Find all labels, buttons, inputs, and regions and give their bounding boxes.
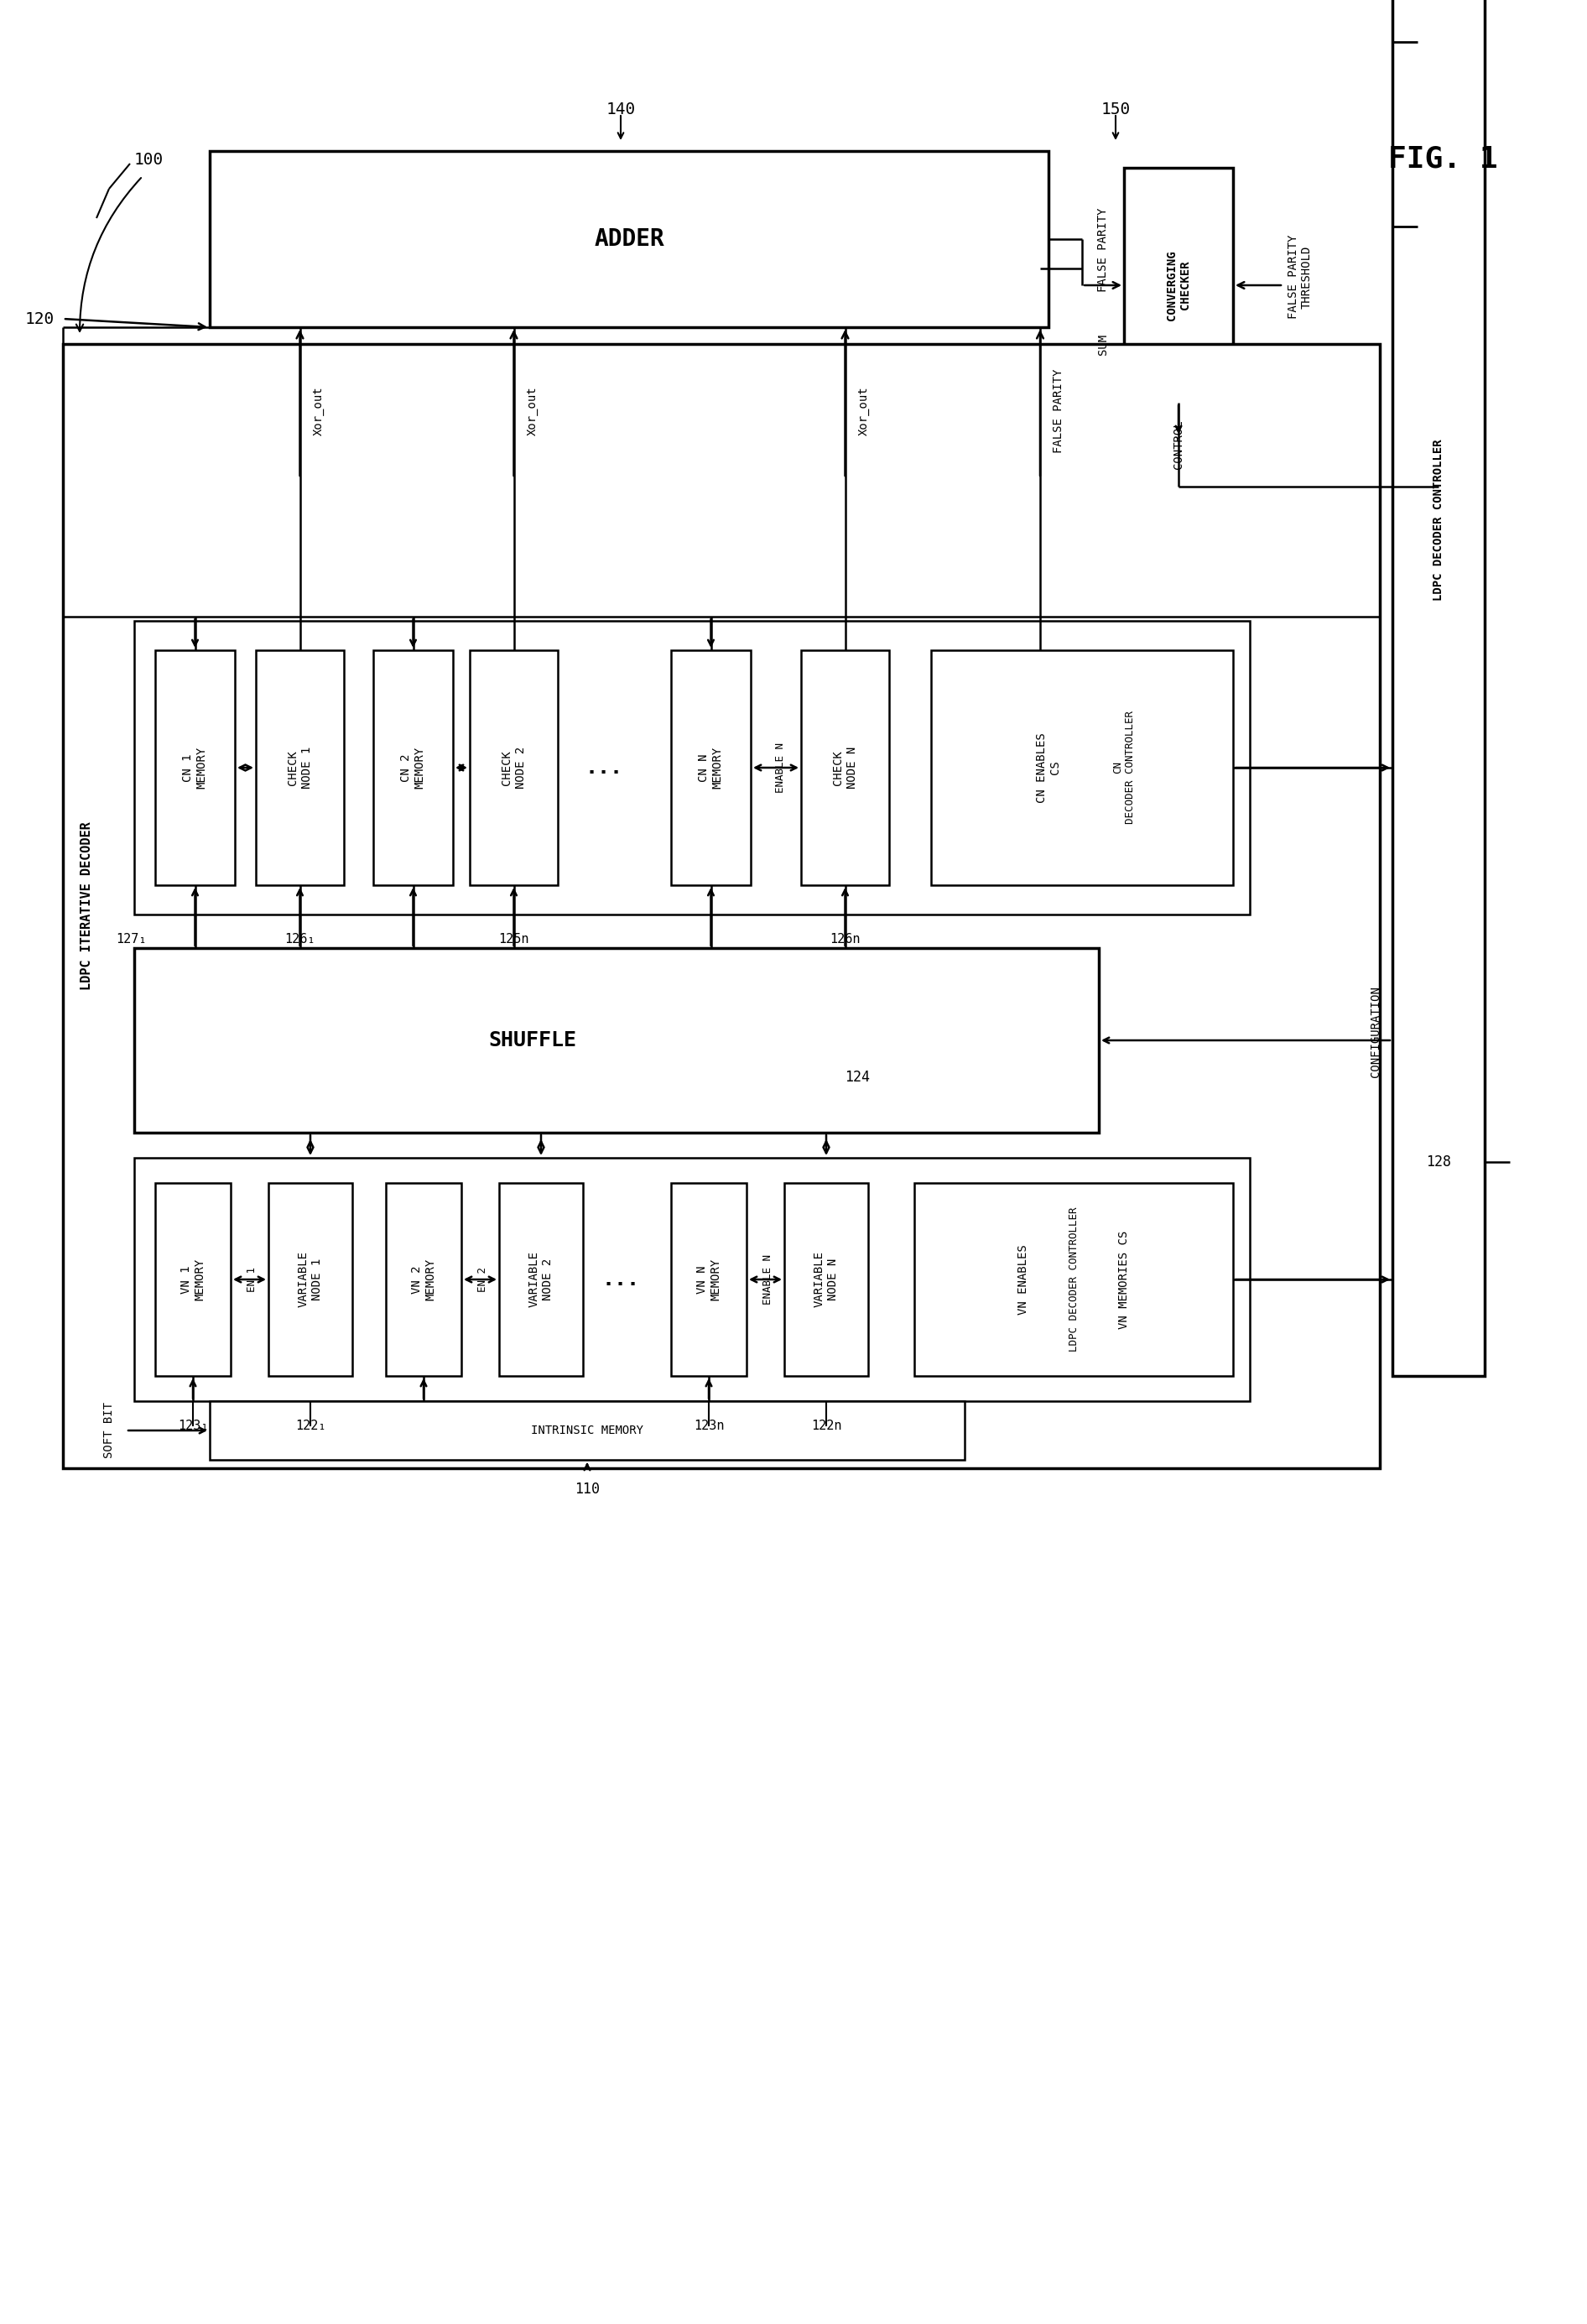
Bar xyxy=(135,621,1251,916)
Text: 128: 128 xyxy=(1427,1155,1451,1169)
Text: FALSE PARITY
THRESHOLD: FALSE PARITY THRESHOLD xyxy=(1287,235,1312,318)
Text: SHUFFLE: SHUFFLE xyxy=(489,1030,576,1050)
Text: 120: 120 xyxy=(25,311,54,328)
Bar xyxy=(156,651,235,885)
Bar xyxy=(1124,167,1233,402)
Text: CONTROL: CONTROL xyxy=(1173,421,1184,469)
Text: 150: 150 xyxy=(1101,102,1130,116)
Text: CONFIGURATION: CONFIGURATION xyxy=(1370,985,1382,1078)
Text: CHECK
NODE 1: CHECK NODE 1 xyxy=(287,746,313,788)
Text: ENABLE N: ENABLE N xyxy=(774,741,786,792)
Text: 127₁: 127₁ xyxy=(116,934,146,946)
Bar xyxy=(156,1183,230,1376)
Text: LDPC ITERATIVE DECODER: LDPC ITERATIVE DECODER xyxy=(79,823,92,990)
Text: 123₁: 123₁ xyxy=(178,1420,208,1432)
Bar xyxy=(914,1183,1233,1376)
Bar xyxy=(932,651,1233,885)
Text: 122₁: 122₁ xyxy=(295,1420,325,1432)
Bar xyxy=(256,651,344,885)
Text: 126n: 126n xyxy=(830,934,860,946)
Bar xyxy=(209,151,1049,328)
Text: FALSE PARITY: FALSE PARITY xyxy=(1097,207,1109,293)
Text: Xor_out: Xor_out xyxy=(527,386,538,435)
Bar xyxy=(671,651,751,885)
Text: SOFT BIT: SOFT BIT xyxy=(103,1401,114,1459)
Bar xyxy=(268,1183,352,1376)
Text: FIG. 1: FIG. 1 xyxy=(1389,144,1498,174)
Bar xyxy=(63,344,1379,1469)
Bar xyxy=(470,651,557,885)
Text: VN ENABLES: VN ENABLES xyxy=(1017,1243,1030,1315)
Text: 123n: 123n xyxy=(694,1420,724,1432)
Text: 100: 100 xyxy=(135,151,163,167)
Text: EN 1: EN 1 xyxy=(246,1267,257,1292)
Text: CN
DECODER CONTROLLER: CN DECODER CONTROLLER xyxy=(1112,711,1136,825)
Text: VN MEMORIES CS: VN MEMORIES CS xyxy=(1119,1229,1130,1329)
Bar xyxy=(801,651,889,885)
Text: VARIABLE
NODE N: VARIABLE NODE N xyxy=(814,1250,840,1308)
Text: VN 2
MEMORY: VN 2 MEMORY xyxy=(411,1257,436,1301)
Text: ...: ... xyxy=(586,758,622,779)
Text: SUM: SUM xyxy=(1097,332,1109,356)
Text: LDPC DECODER CONTROLLER: LDPC DECODER CONTROLLER xyxy=(1068,1206,1079,1353)
Text: ...: ... xyxy=(601,1269,640,1290)
Bar xyxy=(1392,0,1485,1376)
Text: VARIABLE
NODE 2: VARIABLE NODE 2 xyxy=(528,1250,554,1308)
Bar xyxy=(498,1183,582,1376)
Text: VARIABLE
NODE 1: VARIABLE NODE 1 xyxy=(298,1250,324,1308)
Text: Xor_out: Xor_out xyxy=(857,386,870,435)
Text: CN ENABLES
CS: CN ENABLES CS xyxy=(1036,732,1062,802)
Bar xyxy=(373,651,452,885)
Text: CN 2
MEMORY: CN 2 MEMORY xyxy=(400,746,425,788)
Text: ENABLE N: ENABLE N xyxy=(762,1255,773,1304)
Text: 124: 124 xyxy=(846,1069,870,1085)
Bar xyxy=(209,1401,965,1459)
Text: VN N
MEMORY: VN N MEMORY xyxy=(697,1257,722,1301)
Text: Xor_out: Xor_out xyxy=(313,386,324,435)
Text: 140: 140 xyxy=(606,102,635,116)
Text: LDPC DECODER CONTROLLER: LDPC DECODER CONTROLLER xyxy=(1433,439,1444,602)
Bar xyxy=(386,1183,462,1376)
Text: 110: 110 xyxy=(574,1483,600,1497)
Text: CHECK
NODE 2: CHECK NODE 2 xyxy=(501,746,527,788)
Text: 126₁: 126₁ xyxy=(284,934,316,946)
Text: VN 1
MEMORY: VN 1 MEMORY xyxy=(181,1257,206,1301)
Text: CHECK
NODE N: CHECK NODE N xyxy=(833,746,857,788)
Bar xyxy=(135,1157,1251,1401)
Text: INTRINSIC MEMORY: INTRINSIC MEMORY xyxy=(532,1425,643,1436)
Text: CN N
MEMORY: CN N MEMORY xyxy=(698,746,724,788)
Bar xyxy=(671,1183,746,1376)
Text: EN 2: EN 2 xyxy=(476,1267,487,1292)
Bar xyxy=(135,948,1098,1132)
Text: 122n: 122n xyxy=(811,1420,841,1432)
Text: 125n: 125n xyxy=(498,934,528,946)
Text: CN 1
MEMORY: CN 1 MEMORY xyxy=(183,746,208,788)
Bar xyxy=(784,1183,868,1376)
Text: FALSE PARITY: FALSE PARITY xyxy=(1052,370,1065,453)
Text: CONVERGING
CHECKER: CONVERGING CHECKER xyxy=(1166,251,1192,321)
Text: ADDER: ADDER xyxy=(594,228,665,251)
